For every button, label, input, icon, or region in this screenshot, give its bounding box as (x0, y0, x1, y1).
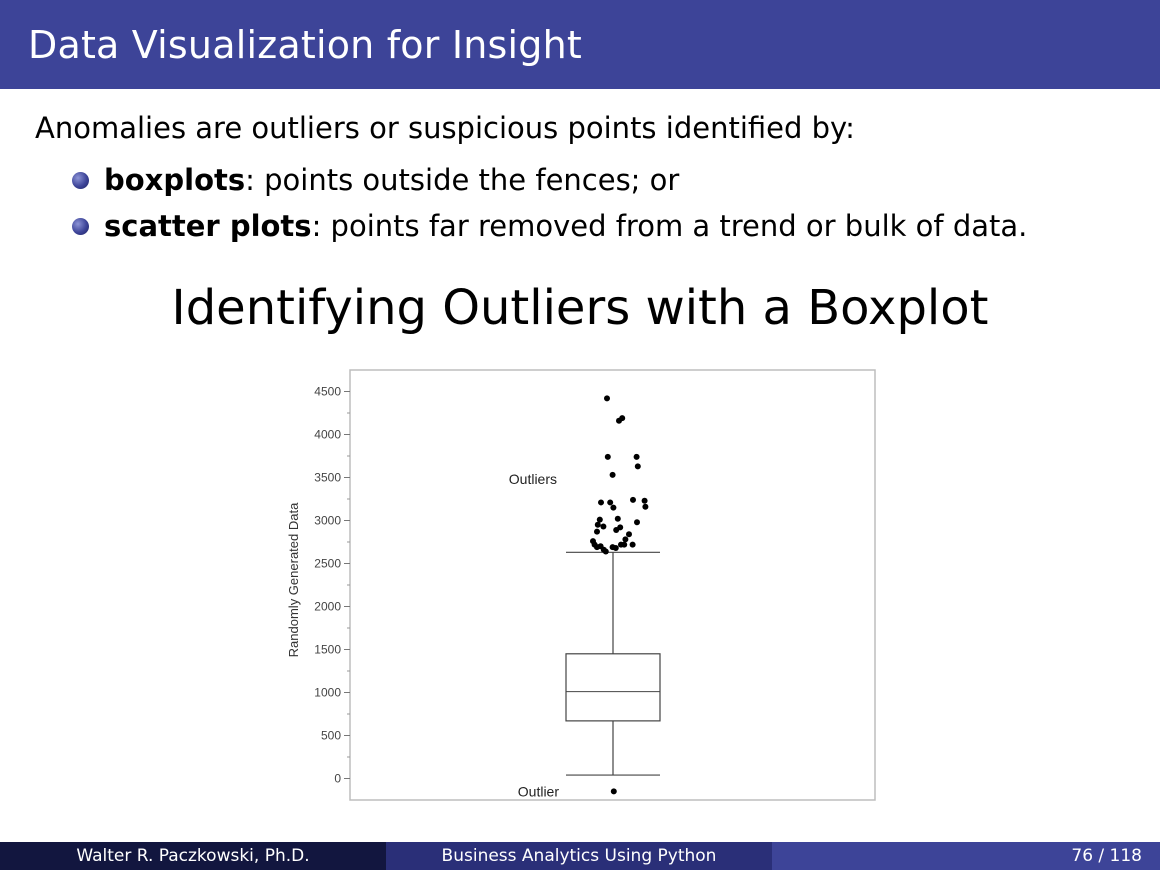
outlier-point (610, 788, 617, 795)
outlier-point (621, 541, 628, 548)
bullet-rest: : points far removed from a trend or bul… (311, 209, 1028, 243)
footer-course-cell: Business Analytics Using Python (386, 842, 772, 870)
y-tick-label: 0 (334, 772, 341, 786)
footer-author: Walter R. Paczkowski, Ph.D. (76, 846, 310, 866)
annotation-label: Outliers (509, 471, 557, 487)
footer-course: Business Analytics Using Python (441, 846, 717, 866)
footer-page-number: 76 / 118 (1071, 846, 1142, 866)
outlier-point (609, 471, 616, 478)
bullet-rest: : points outside the fences; or (245, 163, 680, 197)
y-tick-label: 2000 (314, 600, 341, 614)
bullet-icon (72, 171, 89, 189)
outlier-point (622, 536, 629, 543)
y-tick-label: 4500 (314, 385, 341, 399)
outlier-point (634, 519, 640, 526)
outlier-point (630, 496, 636, 503)
bullet-bold: boxplots (104, 163, 246, 197)
outlier-point (610, 504, 617, 511)
y-tick-label: 1000 (314, 686, 341, 700)
footer-page-cell: 76 / 118 (772, 842, 1160, 870)
annotation-label: Outlier (518, 783, 560, 799)
outlier-point (598, 499, 604, 506)
outlier-point (596, 516, 603, 523)
outlier-point (619, 415, 626, 422)
outlier-point (642, 503, 649, 510)
boxplot-chart: 0 500 1000 1500 2000 2500 3000 3500 4000 4500 Rand… (270, 360, 890, 810)
outlier-point (626, 531, 632, 538)
slide-footer: Walter R. Paczkowski, Ph.D. Business Ana… (0, 842, 1160, 870)
y-tick-label: 4000 (314, 428, 341, 442)
bullet-item-boxplots: boxplots: points outside the fences; or (72, 157, 1027, 203)
slide-header: Data Visualization for Insight (0, 0, 1160, 89)
boxplot-svg: 0 500 1000 1500 2000 2500 3000 3500 4000 4500 Rand… (286, 369, 876, 801)
y-tick-label: 3500 (314, 471, 341, 485)
outlier-point (633, 453, 640, 460)
y-axis-label: Randomly Generated Data (286, 502, 301, 657)
y-tick-label: 3000 (314, 514, 341, 528)
bullet-text: boxplots: points outside the fences; or (104, 163, 679, 197)
outlier-point (604, 395, 610, 402)
outlier-point (641, 497, 648, 504)
slide-title: Data Visualization for Insight (28, 22, 582, 67)
y-tick-label: 500 (321, 729, 341, 743)
bullet-icon (72, 217, 89, 235)
bullet-text: scatter plots: points far removed from a… (104, 209, 1027, 243)
outlier-point (629, 541, 636, 548)
bullet-item-scatter-plots: scatter plots: points far removed from a… (72, 203, 1027, 249)
outlier-point (614, 515, 621, 522)
outlier-point (604, 453, 611, 460)
outlier-point (602, 548, 609, 555)
y-tick-label: 1500 (314, 643, 341, 657)
outlier-point (594, 521, 601, 528)
intro-text: Anomalies are outliers or suspicious poi… (35, 111, 855, 145)
outlier-point (634, 463, 641, 470)
outlier-point (612, 545, 619, 552)
outlier-point (613, 526, 620, 533)
outlier-point (607, 499, 614, 506)
bullet-bold: scatter plots (104, 209, 312, 243)
outlier-point (594, 528, 600, 535)
outlier-point (600, 523, 607, 530)
iqr-box (565, 653, 661, 722)
footer-author-cell: Walter R. Paczkowski, Ph.D. (0, 842, 386, 870)
chart-heading: Identifying Outliers with a Boxplot (171, 280, 989, 336)
bullet-list: boxplots: points outside the fences; or … (72, 157, 1027, 249)
y-tick-label: 2500 (314, 557, 341, 571)
